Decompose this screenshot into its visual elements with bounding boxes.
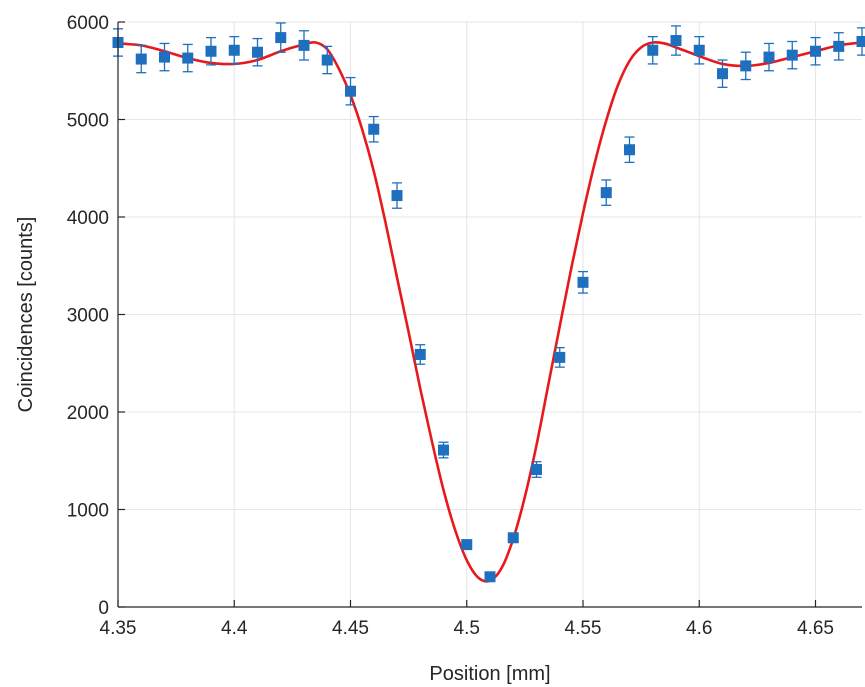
y-tick-label: 3000: [67, 306, 109, 327]
data-point: [182, 44, 193, 71]
data-point: [461, 539, 472, 550]
data-point: [740, 52, 751, 79]
data-point: [508, 532, 519, 543]
data-point: [857, 28, 865, 55]
data-point: [136, 45, 147, 72]
data-point: [624, 137, 635, 162]
data-point: [671, 26, 682, 55]
data-point: [415, 345, 426, 365]
data-point: [485, 571, 496, 582]
data-point: [206, 38, 217, 65]
data-points-layer: [113, 23, 865, 582]
x-tick-label: 4.6: [686, 618, 712, 639]
data-marker: [229, 45, 240, 56]
data-point: [392, 183, 403, 208]
y-tick-label: 6000: [67, 13, 109, 34]
data-marker: [554, 352, 565, 363]
data-point: [647, 37, 658, 64]
data-point: [810, 38, 821, 65]
data-marker: [717, 68, 728, 79]
x-tick-label: 4.4: [221, 618, 248, 639]
data-point: [229, 37, 240, 64]
data-marker: [624, 144, 635, 155]
data-point: [694, 37, 705, 64]
data-marker: [485, 571, 496, 582]
data-point: [833, 33, 844, 60]
data-marker: [206, 46, 217, 57]
data-point: [787, 42, 798, 69]
data-marker: [415, 349, 426, 360]
y-tick-label: 1000: [67, 501, 109, 522]
y-tick-label: 0: [98, 598, 109, 619]
data-marker: [252, 47, 263, 58]
data-marker: [787, 50, 798, 61]
grid: [118, 22, 862, 607]
data-point: [159, 43, 170, 70]
x-tick-label: 4.5: [454, 618, 480, 639]
data-marker: [368, 124, 379, 135]
data-marker: [531, 464, 542, 475]
data-point: [601, 180, 612, 205]
data-marker: [136, 54, 147, 65]
y-tick-label: 4000: [67, 208, 109, 229]
data-marker: [345, 86, 356, 97]
data-point: [438, 442, 449, 458]
fit-curve: [118, 42, 862, 581]
data-marker: [857, 36, 865, 47]
data-marker: [694, 45, 705, 56]
data-marker: [159, 52, 170, 63]
data-marker: [392, 190, 403, 201]
data-point: [299, 31, 310, 60]
fit-curve-layer: [118, 42, 862, 581]
data-point: [578, 272, 589, 293]
data-marker: [810, 46, 821, 57]
y-tick-label: 5000: [67, 111, 109, 132]
data-point: [531, 462, 542, 478]
data-marker: [833, 41, 844, 52]
y-tick-label: 2000: [67, 403, 109, 424]
data-marker: [578, 277, 589, 288]
data-point: [275, 23, 286, 52]
data-marker: [182, 53, 193, 64]
data-point: [322, 46, 333, 73]
data-marker: [764, 52, 775, 63]
data-marker: [508, 532, 519, 543]
data-marker: [275, 32, 286, 43]
data-marker: [438, 445, 449, 456]
y-axis-label: Coincidences [counts]: [15, 217, 37, 413]
x-tick-label: 4.55: [565, 618, 602, 639]
data-marker: [647, 45, 658, 56]
data-point: [345, 78, 356, 105]
data-point: [764, 43, 775, 70]
data-marker: [461, 539, 472, 550]
x-tick-label: 4.35: [100, 618, 137, 639]
x-axis-label: Position [mm]: [429, 663, 550, 685]
data-marker: [671, 35, 682, 46]
x-tick-label: 4.65: [797, 618, 834, 639]
data-marker: [740, 60, 751, 71]
data-marker: [601, 187, 612, 198]
y-tick-labels: 0 1000 2000 3000 4000 5000 6000: [67, 13, 109, 619]
data-marker: [322, 55, 333, 66]
x-tick-labels: 4.35 4.4 4.45 4.5 4.55 4.6 4.65: [100, 618, 834, 639]
data-marker: [299, 40, 310, 51]
x-tick-label: 4.45: [332, 618, 369, 639]
data-point: [368, 117, 379, 142]
